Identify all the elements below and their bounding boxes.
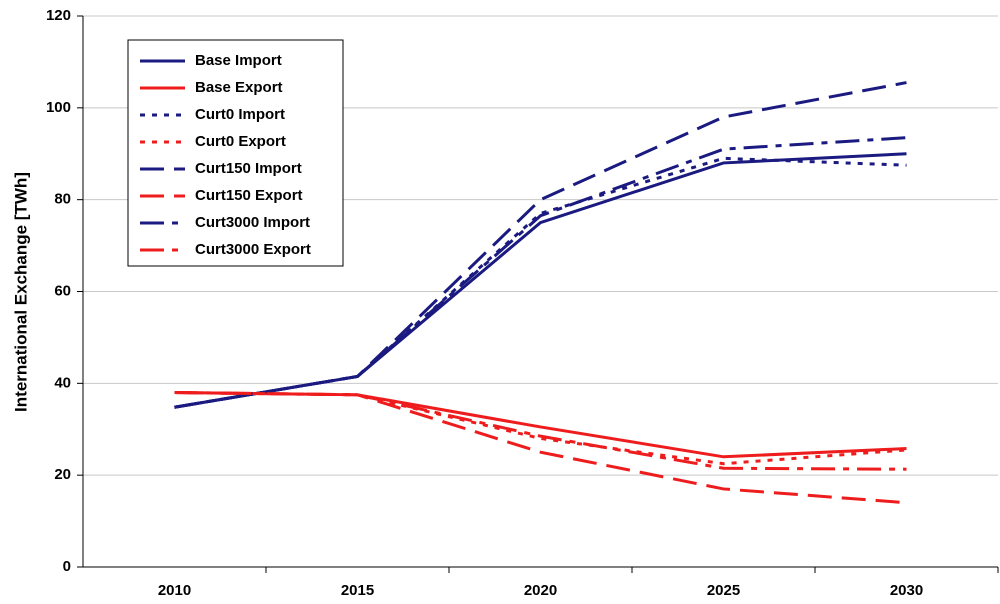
series-line <box>174 81 907 409</box>
legend-label: Base Export <box>195 79 283 96</box>
y-tick-label: 120 <box>46 7 71 24</box>
y-tick-label: 80 <box>54 191 71 208</box>
series-line <box>174 391 907 505</box>
y-tick-label: 0 <box>63 558 71 575</box>
legend-label: Curt3000 Import <box>195 214 310 231</box>
legend-label: Curt0 Export <box>195 133 286 150</box>
legend-label: Curt150 Export <box>195 187 303 204</box>
y-axis-label: International Exchange [TWh] <box>11 172 30 412</box>
legend-label: Curt3000 Export <box>195 241 311 258</box>
series-line <box>174 136 907 409</box>
y-tick-label: 20 <box>54 466 71 483</box>
y-tick-label: 100 <box>46 99 71 116</box>
legend-label: Curt0 Import <box>195 106 285 123</box>
legend-label: Base Import <box>195 52 282 69</box>
y-tick-label: 40 <box>54 374 71 391</box>
x-tick-label: 2015 <box>341 582 374 599</box>
legend: Base Import Base Export Curt0 Import Curt0 … <box>127 39 344 267</box>
x-tick-label: 2010 <box>158 582 191 599</box>
legend-label: Curt150 Import <box>195 160 302 177</box>
series-line <box>174 391 907 459</box>
x-tick-label: 2030 <box>890 582 923 599</box>
legend-box <box>127 39 344 267</box>
series-line <box>174 391 907 471</box>
y-tick-label: 60 <box>54 282 71 299</box>
x-tick-label: 2020 <box>524 582 557 599</box>
x-tick-label: 2025 <box>707 582 740 599</box>
